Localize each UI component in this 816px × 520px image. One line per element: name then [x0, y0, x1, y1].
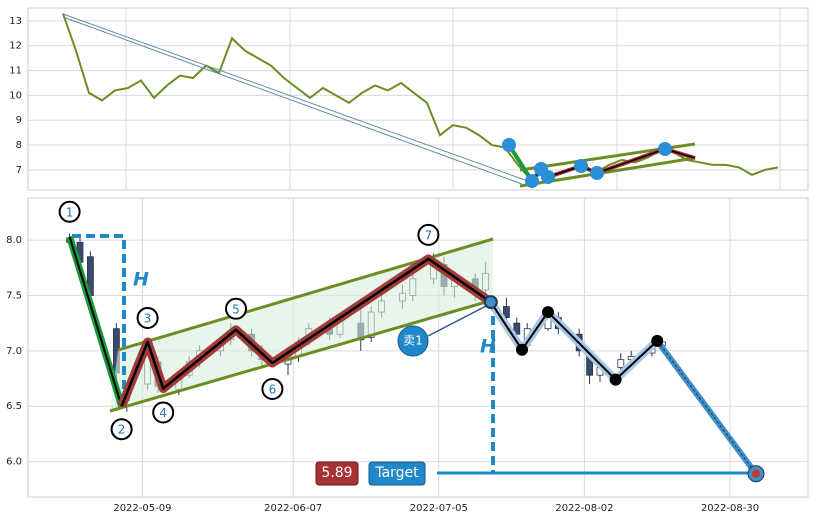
sell-marker	[397, 325, 429, 357]
impulse-leg-core	[68, 236, 123, 407]
point-label: 6	[269, 383, 277, 397]
projection-point	[516, 343, 528, 356]
point-label-circle	[261, 378, 284, 401]
top-vgrid	[125, 8, 781, 190]
height-label: H	[480, 336, 496, 358]
point-label-circle	[417, 223, 440, 246]
x-tick-label: 2022-06-07	[264, 503, 322, 514]
y-tick-label: 8.0	[6, 235, 22, 246]
y-tick-label: 12	[9, 41, 22, 52]
x-tick-label: 2022-08-02	[555, 503, 613, 514]
candle-body	[502, 306, 510, 319]
point-label: 5	[232, 302, 240, 316]
top-panel	[27, 7, 809, 191]
projection-point	[609, 373, 622, 386]
point-label: 4	[159, 406, 167, 420]
y-tick-label: 7.0	[6, 346, 22, 357]
sell-label: 卖1	[403, 334, 423, 348]
point-label-circle	[225, 297, 247, 320]
pattern-leg-core	[120, 257, 492, 407]
height-label: H	[133, 269, 149, 291]
y-tick-label: 7.5	[6, 290, 22, 301]
candle-body	[513, 322, 521, 335]
y-tick-label: 10	[9, 90, 22, 101]
point-label-circle	[136, 306, 159, 329]
y-tick-label: 6.0	[6, 457, 22, 468]
x-tick-label: 2022-07-05	[410, 503, 468, 514]
y-tick-label: 11	[9, 66, 22, 77]
point-label-circle	[152, 401, 175, 424]
y-tick-label: 8	[16, 140, 22, 151]
target-value: 5.89	[321, 465, 352, 481]
target-box	[368, 461, 426, 486]
y-tick-label: 9	[16, 115, 22, 126]
pattern-end	[483, 295, 498, 310]
y-tick-label: 6.5	[6, 401, 22, 412]
point-label: 2	[118, 423, 126, 437]
target-value-box	[315, 461, 359, 486]
target-leg-core	[656, 340, 757, 475]
x-tick-label: 2022-05-09	[113, 503, 171, 514]
target-core	[752, 469, 760, 478]
point-label: 7	[425, 228, 433, 242]
target-label: Target	[374, 465, 419, 481]
top-overlay	[62, 13, 696, 188]
y-tick-label: 7	[16, 165, 22, 176]
projection-point	[542, 306, 554, 319]
point-label-circle	[58, 200, 81, 223]
candle-body	[617, 359, 625, 368]
point-label: 3	[144, 311, 152, 325]
point-label-circle	[110, 418, 133, 441]
projection-point	[651, 334, 664, 347]
x-tick-label: 2022-08-30	[701, 503, 759, 514]
point-label: 1	[66, 205, 74, 219]
y-tick-label: 13	[9, 16, 22, 27]
